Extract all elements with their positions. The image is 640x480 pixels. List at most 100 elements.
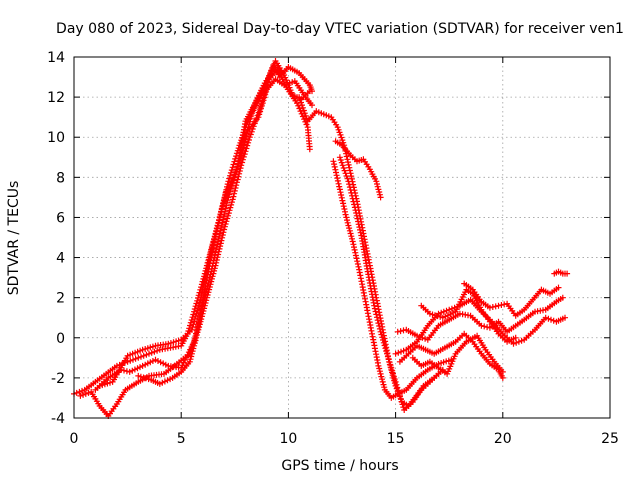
data-point (228, 179, 235, 186)
data-point (225, 212, 231, 219)
data-point (113, 362, 120, 369)
data-point (231, 190, 238, 197)
data-point (96, 382, 103, 389)
data-point (266, 74, 273, 81)
data-point (127, 357, 134, 364)
data-point (217, 212, 224, 218)
data-point (189, 324, 196, 330)
x-tick-label: 15 (387, 431, 405, 447)
data-point (191, 342, 198, 349)
data-point (400, 347, 407, 354)
data-point (397, 395, 404, 402)
data-point (227, 204, 234, 211)
x-axis-label: GPS time / hours (281, 458, 398, 474)
data-point (478, 322, 485, 329)
data-point (559, 294, 566, 301)
data-point (381, 342, 388, 349)
data-point (192, 315, 198, 322)
data-point (340, 203, 347, 210)
series-track-12 (396, 330, 506, 381)
data-point (146, 350, 152, 357)
data-point (193, 310, 200, 317)
data-point (225, 210, 232, 217)
series-track-7 (330, 158, 455, 401)
data-point (346, 225, 353, 232)
data-point (499, 368, 506, 375)
data-point (306, 146, 313, 153)
data-point (299, 113, 306, 120)
data-point (213, 231, 219, 238)
series-track-15 (551, 268, 571, 277)
data-point (349, 195, 356, 202)
data-point (228, 167, 235, 174)
chart-title: Day 080 of 2023, Sidereal Day-to-day VTE… (56, 21, 624, 37)
data-point (393, 381, 400, 388)
data-point (297, 96, 304, 103)
x-tick-label: 25 (601, 431, 619, 447)
data-point (346, 181, 353, 188)
data-point (376, 368, 383, 375)
data-point (224, 215, 231, 222)
data-point (236, 155, 243, 162)
data-point (80, 391, 87, 398)
series-track-6 (296, 94, 446, 409)
data-point (377, 370, 384, 377)
data-point (309, 102, 315, 109)
data-point (379, 378, 386, 385)
data-point (344, 217, 350, 224)
data-point (481, 323, 488, 330)
data-point (247, 115, 254, 122)
data-point (297, 108, 304, 115)
data-point (395, 387, 402, 394)
data-point (374, 181, 380, 187)
data-point (256, 111, 263, 118)
data-point (352, 252, 359, 259)
series-line (298, 96, 444, 407)
data-point (296, 105, 303, 112)
data-point (225, 178, 232, 185)
data-point (222, 221, 229, 227)
data-point (233, 166, 240, 173)
data-point (73, 389, 80, 396)
series-track-5 (135, 76, 315, 387)
data-point (371, 305, 378, 312)
data-point (191, 318, 198, 325)
data-point (385, 356, 392, 363)
data-point (341, 167, 348, 174)
data-point (225, 187, 232, 194)
data-point (231, 171, 238, 178)
series-line (99, 59, 311, 387)
plot-frame (73, 56, 611, 419)
data-point (258, 102, 265, 109)
data-point (236, 158, 243, 165)
data-point (492, 303, 499, 310)
data-point (379, 334, 386, 341)
data-point (346, 167, 353, 174)
data-point (349, 192, 355, 199)
data-point (380, 339, 387, 346)
data-point (381, 384, 388, 391)
data-point (382, 345, 389, 352)
series-track-4 (96, 58, 313, 389)
data-point (303, 121, 310, 128)
series-track-9 (336, 154, 442, 413)
data-point (260, 97, 267, 104)
y-tick-label: -4 (51, 411, 65, 427)
y-axis-label: SDTVAR / TECUs (6, 181, 22, 296)
data-point (214, 241, 221, 248)
data-point (392, 378, 399, 385)
data-point (377, 328, 384, 335)
data-point (299, 102, 305, 109)
data-point (336, 154, 343, 161)
data-point (376, 325, 383, 332)
data-point (263, 88, 270, 95)
data-point (245, 139, 252, 146)
data-point (188, 353, 195, 360)
data-point (379, 376, 385, 383)
data-point (435, 370, 442, 377)
data-point (343, 173, 350, 179)
data-point (214, 225, 221, 232)
data-point (212, 234, 219, 241)
data-point (187, 356, 194, 363)
x-tick-label: 5 (177, 431, 186, 447)
